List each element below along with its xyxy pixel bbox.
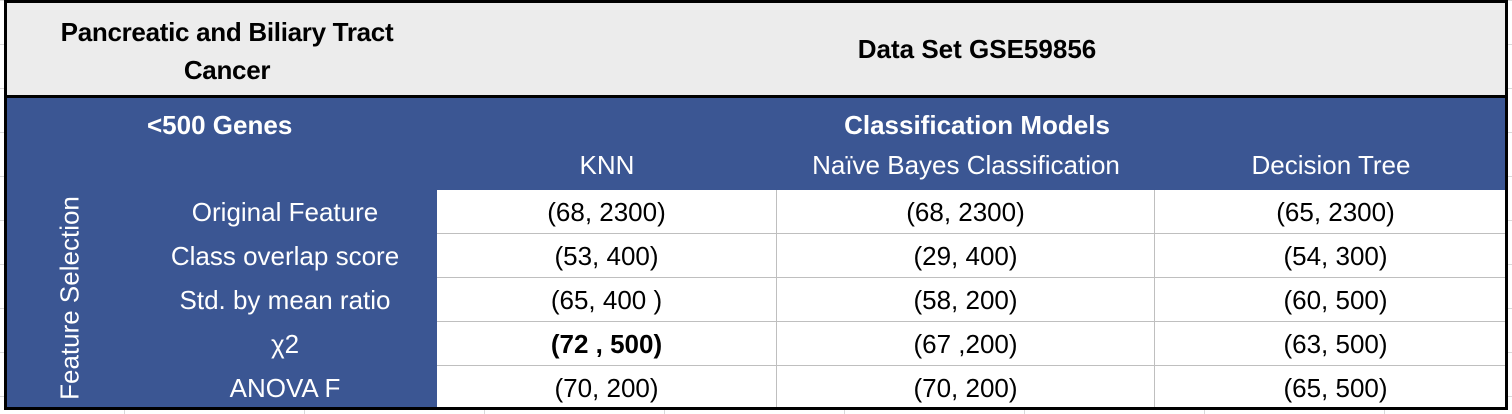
cancer-title-line2: Cancer: [183, 55, 271, 85]
table-cell: (29, 400): [777, 234, 1155, 278]
table-cell: (70, 200): [437, 366, 777, 407]
column-header-naive-bayes: Naïve Bayes Classification: [812, 150, 1120, 180]
row-label-chi-square: χ2: [270, 329, 300, 359]
row-label-std-mean-ratio: Std. by mean ratio: [179, 285, 391, 315]
genes-label: <500 Genes: [147, 110, 293, 140]
cancer-type-title: Pancreatic and Biliary Tract Cancer: [27, 13, 427, 89]
table-cell: (60, 500): [1155, 278, 1505, 322]
table-cell-best: (72 , 500): [437, 322, 777, 366]
column-header-knn: KNN: [579, 150, 635, 180]
dataset-title: Data Set GSE59856: [857, 33, 1097, 64]
cancer-title-line1: Pancreatic and Biliary Tract: [60, 17, 394, 47]
row-label-anova-f: ANOVA F: [229, 373, 341, 403]
table-cell: (65, 500): [1155, 366, 1505, 407]
row-label-class-overlap: Class overlap score: [170, 241, 400, 271]
column-header-decision-tree: Decision Tree: [1251, 150, 1411, 180]
table-cell: (65, 2300): [1155, 190, 1505, 234]
row-label-original-feature: Original Feature: [191, 197, 379, 227]
table-cell: (68, 2300): [777, 190, 1155, 234]
table-cell: (63, 500): [1155, 322, 1505, 366]
table-cell: (67 ,200): [777, 322, 1155, 366]
table-body: <500 Genes Classification Models KNN Naï…: [7, 98, 1505, 407]
feature-selection-label: Feature Selection: [54, 196, 85, 400]
table-cell: (54, 300): [1155, 234, 1505, 278]
table-cell: (68, 2300): [437, 190, 777, 234]
table-cell: (58, 200): [777, 278, 1155, 322]
table-cell: (53, 400): [437, 234, 777, 278]
classification-models-label: Classification Models: [844, 110, 1110, 140]
table-cell: (65, 400 ): [437, 278, 777, 322]
table-cell: (70, 200): [777, 366, 1155, 407]
table-header: Pancreatic and Biliary Tract Cancer Data…: [7, 3, 1505, 98]
results-grid: (68, 2300) (68, 2300) (65, 2300) (53, 40…: [437, 190, 1505, 407]
results-table: Pancreatic and Biliary Tract Cancer Data…: [4, 0, 1508, 410]
